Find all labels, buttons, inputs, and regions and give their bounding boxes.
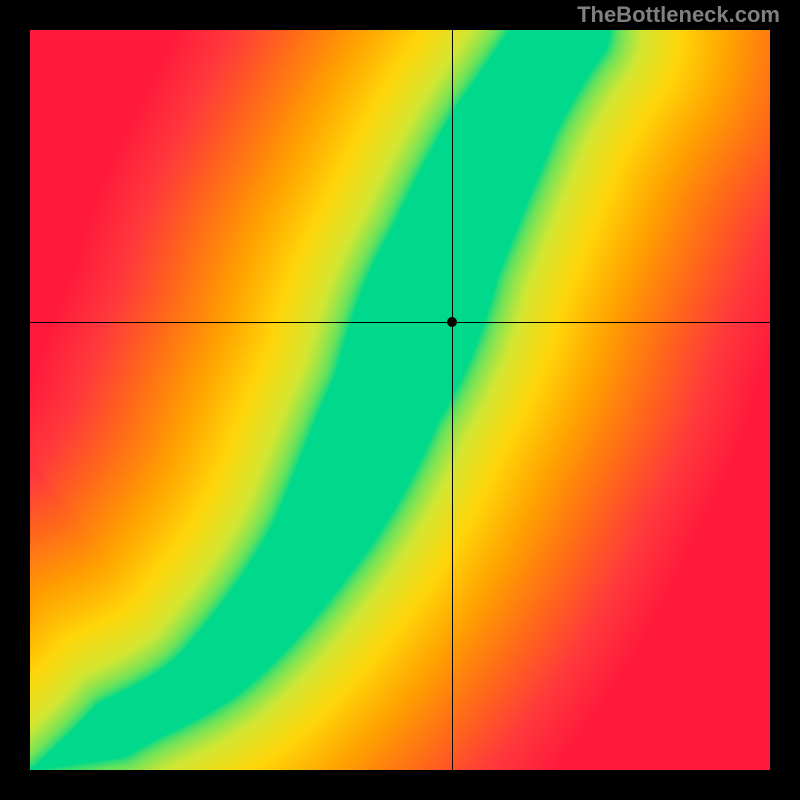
watermark-text: TheBottleneck.com [577, 2, 780, 28]
chart-container: TheBottleneck.com [0, 0, 800, 800]
crosshair-marker [447, 317, 457, 327]
crosshair-vertical [452, 30, 453, 770]
heatmap-canvas [30, 30, 770, 770]
crosshair-horizontal [30, 322, 770, 323]
plot-area [30, 30, 770, 770]
